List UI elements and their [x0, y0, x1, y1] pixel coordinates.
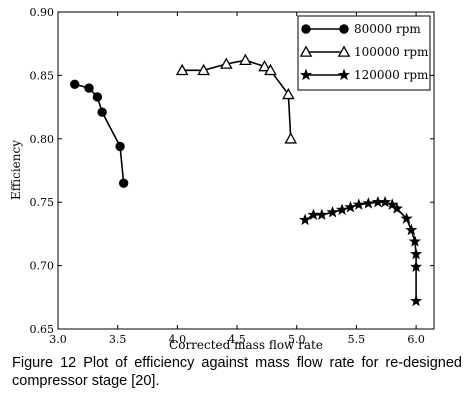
x-tick-label-2: 4.0: [169, 333, 187, 346]
legend-marker-2-b: [337, 68, 351, 81]
series-2: [299, 195, 423, 307]
data-point-s1-7: [284, 132, 298, 144]
y-tick-label-5: 0.90: [30, 6, 55, 19]
series-1: [175, 53, 298, 144]
y-tick-label-2: 0.75: [30, 196, 55, 209]
x-tick-label-0: 3.0: [49, 333, 67, 346]
data-point-s2-11: [390, 202, 404, 214]
data-point-s2-6: [352, 198, 365, 210]
x-tick-label-4: 5.0: [288, 333, 306, 346]
series-line-1: [182, 59, 292, 139]
y-tick-label-0: 0.65: [30, 323, 55, 336]
data-point-s1-3: [239, 53, 252, 65]
data-point-s2-4: [336, 203, 349, 215]
data-point-s1-1: [197, 63, 210, 76]
x-tick-label-5: 5.5: [348, 333, 366, 346]
data-point-s2-9: [379, 195, 392, 208]
ticks-layer: 3.0 3.5 4.0 4.5 5.0 5.5 6.0 0.65 0.70 0.75 0.80 0.8…: [30, 6, 434, 346]
legend-marker-1-b: [337, 45, 351, 57]
data-point-s2-13: [405, 223, 418, 236]
data-point-s1-2: [220, 57, 233, 69]
data-point-s2-15: [410, 247, 423, 260]
x-tick-label-6: 6.0: [407, 333, 425, 346]
data-point-s1-5: [264, 63, 277, 76]
data-point-s1-0: [175, 63, 189, 76]
legend-marker-1-a: [299, 45, 313, 57]
legend-marker-2-a: [299, 68, 313, 81]
data-point-s0-3: [97, 107, 107, 117]
series-layer: [70, 53, 423, 307]
data-point-s0-2: [92, 92, 103, 102]
data-point-s2-12: [400, 212, 413, 224]
x-tick-label-3: 4.5: [228, 333, 246, 346]
legend-label-1: 100000 rpm: [354, 45, 429, 59]
data-point-s2-7: [362, 197, 375, 209]
x-tick-label-1: 3.5: [109, 333, 127, 346]
legend-marker-0-a: [301, 24, 311, 34]
data-point-s2-3: [326, 205, 339, 218]
data-point-s0-5: [118, 178, 129, 188]
data-point-s2-14: [408, 235, 421, 247]
legend-marker-0-b: [339, 24, 349, 34]
data-point-s0-1: [84, 83, 94, 93]
data-point-s1-6: [282, 87, 295, 100]
data-point-s0-0: [70, 79, 80, 89]
figure-caption: Figure 12 Plot of efficiency against mas…: [12, 355, 462, 389]
legend-label-0: 80000 rpm: [354, 22, 421, 36]
data-point-s0-4: [115, 141, 125, 152]
data-point-s1-4: [258, 59, 271, 72]
legend: 80000 rpm 100000 rpm 120000 rpm: [297, 15, 431, 91]
data-point-s2-2: [315, 208, 328, 221]
data-point-s2-0: [299, 213, 312, 226]
y-tick-label-4: 0.85: [30, 69, 55, 82]
data-point-s2-16: [410, 260, 423, 273]
y-tick-label-3: 0.80: [30, 133, 55, 146]
plot-frame: [57, 11, 435, 330]
y-tick-label-1: 0.70: [30, 260, 55, 273]
series-0: [70, 79, 129, 188]
x-axis-label: Corrected mass flow rate: [169, 338, 323, 352]
efficiency-chart: 3.0 3.5 4.0 4.5 5.0 5.5 6.0 0.65 0.70 0.75 0.80 0.8…: [9, 6, 435, 352]
data-point-s2-17: [410, 294, 423, 307]
y-axis-label: Efficiency: [9, 140, 23, 200]
legend-label-2: 120000 rpm: [354, 68, 429, 82]
data-point-s2-5: [344, 200, 357, 213]
